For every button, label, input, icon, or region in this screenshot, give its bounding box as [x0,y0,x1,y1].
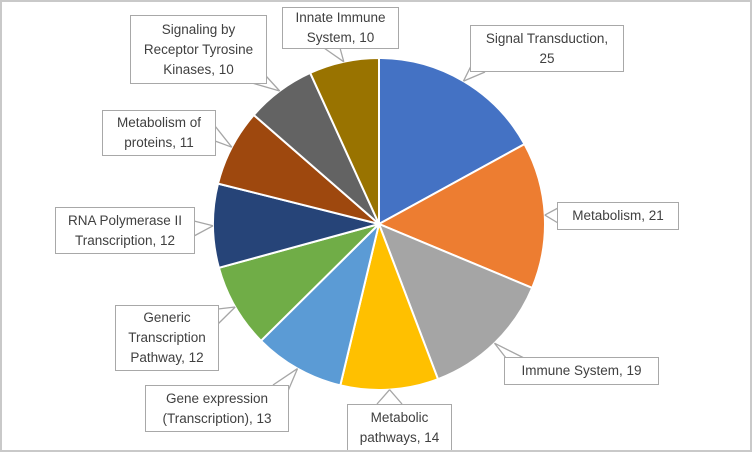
data-label-line: Pathway, 12 [130,350,204,365]
data-label-innate-immune-system[interactable]: Innate Immune System, 10 [282,7,399,49]
leader-line-generic-transcription-pathway [217,306,236,325]
pie-slice-metabolism[interactable] [378,143,546,289]
leader-line-gene-expression-transcription [287,368,299,392]
data-label-line: proteins, 11 [124,135,194,150]
leader-line-metabolism-of-proteins [214,125,233,148]
leader-line-rna-polymerase-ii-transcription [193,225,214,237]
data-label-metabolism[interactable]: Metabolism, 21 [557,202,679,230]
data-label-line: (Transcription), 13 [162,410,272,426]
data-label-line: Receptor Tyrosine [143,41,254,57]
data-label-signal-transduction[interactable]: Signal Transduction, 25 [470,25,624,72]
data-label-line: Metabolism of [116,115,202,130]
data-label-signaling-by-receptor-tyrosine-kinases[interactable]: Signaling by Receptor Tyrosine Kinases, 10 [130,15,267,84]
leader-line-metabolism [544,214,559,224]
data-label-line: Innate Immune [295,10,386,25]
pie-slice-signal-transduction[interactable] [378,57,526,225]
leader-line-gene-expression-transcription [272,368,298,386]
data-label-line: 25 [539,50,555,66]
data-label-line: Metabolic [370,409,429,425]
data-label-line: Transcription [128,330,206,345]
leader-line-innate-immune-system [323,47,345,63]
data-label-line: Immune System, 19 [521,363,642,378]
leader-line-metabolic-pathways [389,389,403,405]
data-label-metabolic-pathways[interactable]: Metabolic pathways, 14 [347,404,452,450]
leader-line-signaling-by-receptor-tyrosine-kinases [265,75,281,92]
data-label-line: Transcription, 12 [74,232,176,248]
data-label-line: System, 10 [306,30,375,45]
leader-line-rna-polymerase-ii-transcription [193,220,214,227]
leader-line-signaling-by-receptor-tyrosine-kinases [251,82,280,92]
data-label-gene-expression-transcription[interactable]: Gene expression (Transcription), 13 [145,385,289,432]
data-label-line: Kinases, 10 [163,61,234,77]
data-label-rna-polymerase-ii-transcription[interactable]: RNA Polymerase II Transcription, 12 [55,207,195,254]
leader-line-signal-transduction [463,71,486,82]
leader-line-generic-transcription-pathway [217,306,236,310]
data-label-line: RNA Polymerase II [67,212,183,228]
data-label-line: Generic [143,310,191,325]
pie-slice-gene-expression-transcription[interactable] [260,223,380,387]
data-label-line: pathways, 14 [359,429,440,445]
leader-line-signal-transduction [462,65,472,82]
leader-line-innate-immune-system [339,47,345,62]
leader-line-immune-system [493,342,507,359]
pie-slice-immune-system[interactable] [378,223,534,381]
data-label-line: Signaling by [161,21,236,37]
data-label-immune-system[interactable]: Immune System, 19 [504,357,659,385]
leader-line-metabolic-pathways [376,389,391,405]
data-label-line: Gene expression [165,390,269,406]
leader-line-metabolism-of-proteins [214,140,233,148]
data-label-line: Signal Transduction, [485,30,609,46]
leader-line-metabolism [544,207,559,216]
leader-line-immune-system [494,342,525,359]
data-label-generic-transcription-pathway[interactable]: Generic Transcription Pathway, 12 [115,305,219,371]
pie-slice-innate-immune-system[interactable] [309,56,380,225]
data-label-line: Metabolism, 21 [572,208,664,223]
data-label-metabolism-of-proteins[interactable]: Metabolism of proteins, 11 [102,110,216,156]
pie-slice-metabolic-pathways[interactable] [339,223,439,391]
